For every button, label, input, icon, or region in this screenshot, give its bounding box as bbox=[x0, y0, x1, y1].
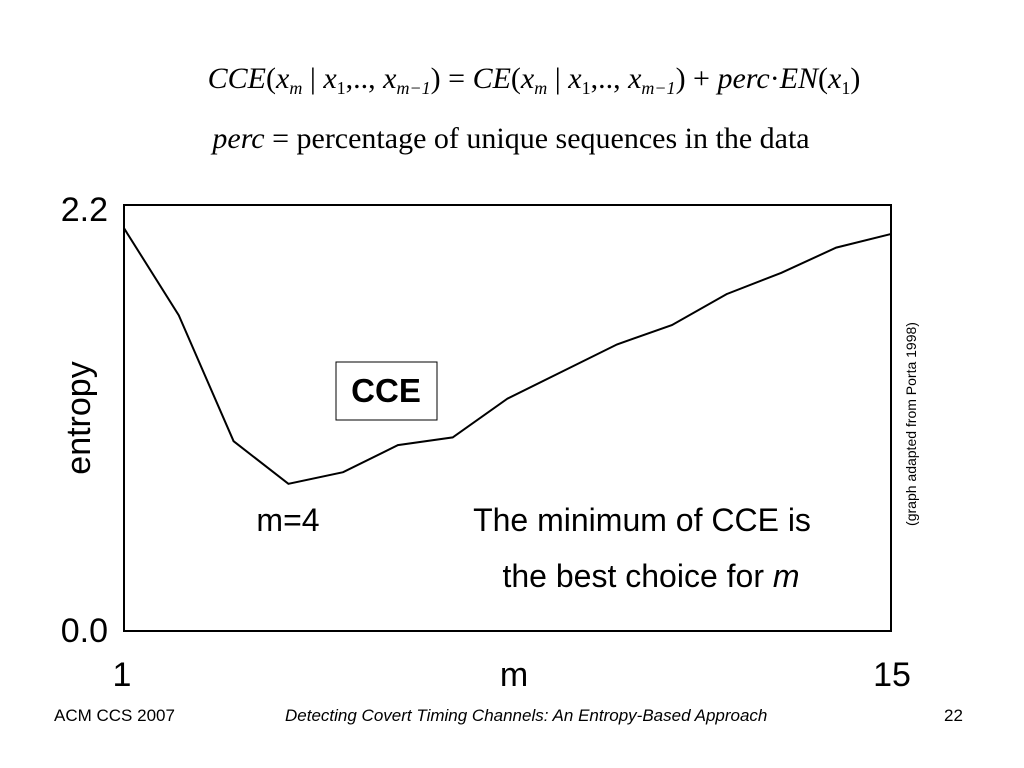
cce-formula: CCE(xm | x1,.., xm−1) = CE(xm | x1,.., x… bbox=[207, 62, 861, 98]
data-point bbox=[506, 397, 509, 400]
data-point bbox=[561, 370, 564, 373]
series-line-cce bbox=[123, 227, 892, 485]
data-point bbox=[178, 314, 180, 317]
data-point bbox=[451, 436, 454, 439]
perc-description: percentage of unique sequences in the da… bbox=[296, 122, 810, 155]
footer-conference: ACM CCS 2007 bbox=[54, 706, 175, 725]
footer-title: Detecting Covert Timing Channels: An Ent… bbox=[285, 706, 768, 725]
annotation-line-2-variable: m bbox=[773, 558, 800, 594]
data-point bbox=[725, 293, 728, 295]
series-layer bbox=[123, 227, 892, 485]
annotation-line-2-prefix: the best choice for bbox=[502, 558, 772, 594]
y-tick-label-max: 2.2 bbox=[61, 191, 108, 229]
perc-definition: perc = percentage of unique sequences in… bbox=[0, 122, 1023, 156]
annotation-line-2: the best choice for m bbox=[502, 558, 799, 594]
perc-symbol: perc bbox=[212, 122, 265, 155]
data-point bbox=[671, 324, 673, 326]
legend-label: CCE bbox=[351, 372, 421, 409]
data-point bbox=[123, 227, 125, 229]
y-axis-label: entropy bbox=[60, 361, 98, 474]
data-point bbox=[287, 483, 290, 485]
data-point bbox=[232, 440, 235, 443]
data-point bbox=[835, 246, 837, 249]
x-tick-label-max: 15 bbox=[873, 656, 911, 694]
annotation-line-1: The minimum of CCE is bbox=[473, 502, 811, 538]
plot-frame bbox=[123, 204, 892, 632]
legend-box bbox=[335, 361, 438, 421]
data-point bbox=[616, 343, 618, 346]
data-point bbox=[890, 233, 892, 235]
data-point bbox=[780, 272, 783, 274]
data-point bbox=[342, 471, 344, 474]
data-point bbox=[397, 444, 399, 446]
equals-sign: = bbox=[272, 122, 289, 155]
x-tick-label-min: 1 bbox=[113, 656, 132, 694]
y-tick-label-min: 0.0 bbox=[61, 612, 108, 650]
source-note: (graph adapted from Porta 1998) bbox=[903, 322, 919, 526]
x-axis-label: m bbox=[500, 656, 528, 694]
minimum-label: m=4 bbox=[256, 502, 319, 538]
slide-number: 22 bbox=[944, 706, 963, 725]
